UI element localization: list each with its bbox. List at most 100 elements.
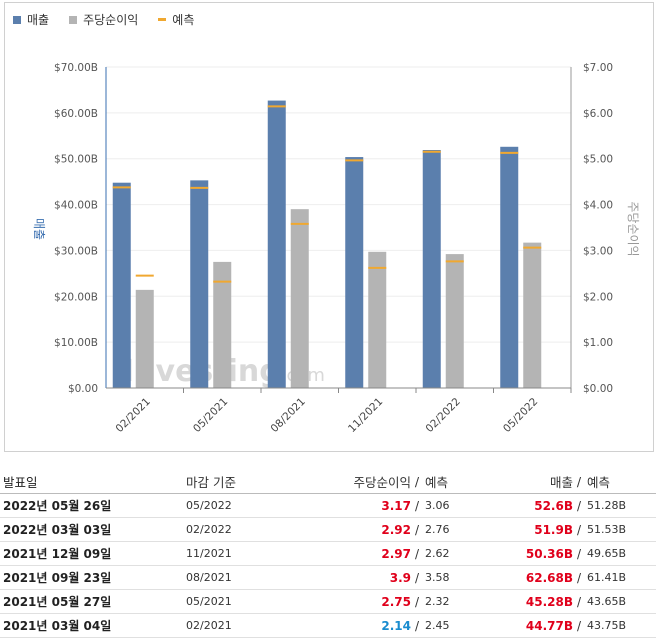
eps-bar [368,251,387,388]
row-date: 2022년 05월 26일 [3,499,112,513]
revenue-bar [500,146,519,388]
legend-item-eps[interactable]: 주당순이익 [69,11,138,28]
legend-label-eps: 주당순이익 [83,13,139,27]
table-row: 2022년 03월 03일 02/2022 2.92/2.76 51.9B/51.53… [0,518,656,542]
table-row: 2022년 05월 26일 05/2022 3.17/3.06 52.6B/51.28… [0,494,656,518]
x-tick-label: 08/2021 [269,396,308,435]
row-eps: 3.17 [381,498,411,513]
table-row: 2021년 09월 23일 08/2021 3.9/3.58 62.68B/61.41… [0,566,656,590]
x-tick-label: 02/2021 [114,396,153,435]
row-rev-sep: / [576,618,582,633]
revenue-bar [112,182,131,388]
row-period: 11/2021 [186,547,232,560]
header-rev-sep: / [576,474,582,489]
row-rev-sep: / [576,570,582,585]
revenue-bar [422,150,441,388]
row-rev-sep: / [576,498,582,513]
row-eps: 3.9 [389,570,411,585]
header-period[interactable]: 마감 기준 [186,475,236,490]
header-eps-forecast[interactable]: 예측 [425,475,449,490]
earnings-table: 발표일 마감 기준 주당순이익 / 예측 매출 / 예측 2022년 05월 2… [0,470,656,638]
header-eps-sep: / [414,474,420,489]
header-revenue-forecast[interactable]: 예측 [587,475,611,490]
legend-item-forecast[interactable]: 예측 [158,11,194,28]
row-revenue: 45.28B [525,594,573,609]
y-left-tick-label: $60.00B [54,108,98,120]
y-left-tick-label: $10.00B [54,337,98,349]
y-right-axis-title: 주당순이익 [626,201,640,256]
row-date: 2021년 03월 04일 [3,619,112,633]
earnings-chart: $0.00 $10.00B $20.00B $30.00B $40.00B $50.00B… [32,62,640,435]
header-date[interactable]: 발표일 [3,475,38,490]
table-row: 2021년 12월 09일 11/2021 2.97/2.62 50.36B/49.6… [0,542,656,566]
row-revenue-forecast: 43.75B [587,619,627,632]
y-left-tick-label: $70.00B [54,62,98,74]
row-eps: 2.14 [381,618,411,633]
row-date: 2021년 09월 23일 [3,571,112,585]
y-left-tick-label: $50.00B [54,154,98,166]
legend-item-revenue[interactable]: 매출 [13,11,49,28]
row-eps-sep: / [414,594,420,609]
row-eps-sep: / [414,570,420,585]
row-revenue: 51.9B [534,522,573,537]
row-eps: 2.75 [381,594,411,609]
row-eps-forecast: 3.58 [425,571,450,584]
table-row: 2021년 05월 27일 05/2021 2.75/2.32 45.28B/43.6… [0,590,656,614]
chart-legend: 매출 주당순이익 예측 [13,11,194,28]
header-revenue[interactable]: 매출 [549,475,573,490]
row-period: 02/2021 [186,619,232,632]
revenue-bar [345,157,364,388]
row-eps-sep: / [414,522,420,537]
legend-label-forecast: 예측 [172,13,195,27]
y-right-tick-label: $0.00 [583,383,613,395]
legend-label-revenue: 매출 [27,13,50,27]
row-period: 05/2022 [186,499,232,512]
y-right-tick-label: $6.00 [583,108,613,120]
eps-swatch-icon [69,15,78,24]
x-tick-label: 05/2022 [501,396,540,435]
row-eps-forecast: 3.06 [425,499,450,512]
eps-bar [290,209,309,388]
row-rev-sep: / [576,546,582,561]
row-revenue-forecast: 51.28B [587,499,627,512]
revenue-bar [190,180,209,388]
row-revenue-forecast: 61.41B [587,571,627,584]
row-date: 2022년 03월 03일 [3,523,112,537]
y-left-tick-label: $20.00B [54,291,98,303]
x-tick-label: 11/2021 [346,396,385,435]
forecast-swatch-icon [158,18,167,21]
y-left-tick-label: $0.00 [68,383,98,395]
eps-bar [523,242,542,388]
row-rev-sep: / [576,522,582,537]
row-revenue: 44.77B [525,618,573,633]
row-eps-forecast: 2.32 [425,595,450,608]
y-right-tick-label: $7.00 [583,62,613,74]
row-revenue-forecast: 51.53B [587,523,627,536]
row-revenue-forecast: 49.65B [587,547,627,560]
row-eps-forecast: 2.62 [425,547,450,560]
y-left-axis-title: 매출 [32,218,46,240]
y-right-tick-label: $2.00 [583,291,613,303]
y-right-tick-label: $4.00 [583,200,613,212]
eps-bar [445,254,464,388]
row-eps: 2.97 [381,546,411,561]
row-eps-sep: / [414,546,420,561]
row-eps: 2.92 [381,522,411,537]
row-eps-sep: / [414,618,420,633]
y-right-tick-label: $5.00 [583,154,613,166]
row-date: 2021년 05월 27일 [3,595,112,609]
row-revenue: 62.68B [525,570,573,585]
x-tick-label: 02/2022 [424,396,463,435]
row-period: 08/2021 [186,571,232,584]
table-row: 2021년 03월 04일 02/2021 2.14/2.45 44.77B/43.7… [0,614,656,638]
revenue-swatch-icon [13,15,21,24]
row-eps-sep: / [414,498,420,513]
row-eps-forecast: 2.45 [425,619,450,632]
revenue-bar [267,100,286,388]
y-right-tick-label: $1.00 [583,337,613,349]
header-eps[interactable]: 주당순이익 [353,475,411,490]
y-left-tick-label: $30.00B [54,245,98,257]
table-header-row: 발표일 마감 기준 주당순이익 / 예측 매출 / 예측 [0,470,656,494]
y-right-tick-label: $3.00 [583,245,613,257]
eps-bar [213,261,232,388]
